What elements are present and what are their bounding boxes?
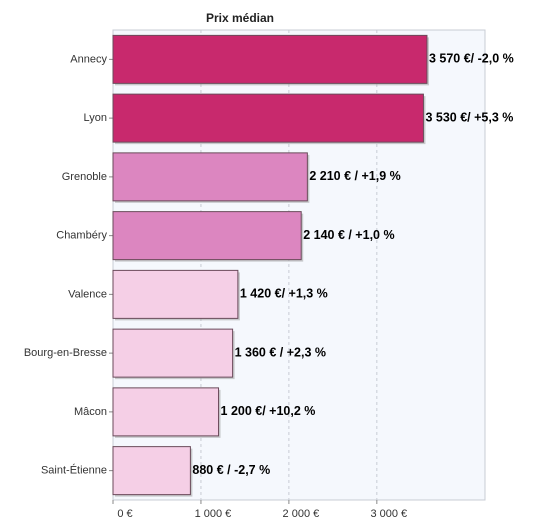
y-tick-label: Grenoble bbox=[62, 171, 107, 183]
bar bbox=[112, 34, 428, 84]
x-tick-label: 2 000 € bbox=[283, 508, 320, 520]
x-tick-label: 1 000 € bbox=[195, 508, 232, 520]
y-tick-label: Valence bbox=[68, 288, 107, 300]
y-tick-label: Bourg-en-Bresse bbox=[24, 347, 107, 359]
bar bbox=[112, 387, 220, 437]
bar bbox=[112, 93, 424, 143]
value-label: 3 530 €/ +5,3 % bbox=[425, 110, 513, 124]
value-label: 2 210 € / +1,9 % bbox=[309, 169, 400, 183]
y-tick-label: Mâcon bbox=[74, 406, 107, 418]
y-tick-label: Saint-Étienne bbox=[41, 464, 107, 477]
x-tick-label: 0 € bbox=[117, 508, 132, 520]
y-tick-label: Lyon bbox=[84, 112, 107, 124]
bar bbox=[112, 328, 234, 378]
bar bbox=[112, 446, 191, 496]
value-label: 1 360 € / +2,3 % bbox=[235, 345, 326, 359]
bar bbox=[112, 152, 308, 202]
bar bbox=[112, 269, 239, 319]
value-label: 1 200 €/ +10,2 % bbox=[221, 404, 316, 418]
y-tick-label: Annecy bbox=[70, 53, 107, 65]
value-label: 880 € / -2,7 % bbox=[192, 463, 270, 477]
chart-title: Prix médian bbox=[206, 11, 274, 25]
value-label: 3 570 €/ -2,0 % bbox=[429, 52, 514, 66]
value-label: 1 420 €/ +1,3 % bbox=[240, 287, 328, 301]
value-label: 2 140 € / +1,0 % bbox=[303, 228, 394, 242]
x-tick-label: 3 000 € bbox=[370, 508, 407, 520]
bar bbox=[112, 211, 302, 261]
y-tick-label: Chambéry bbox=[56, 230, 107, 242]
